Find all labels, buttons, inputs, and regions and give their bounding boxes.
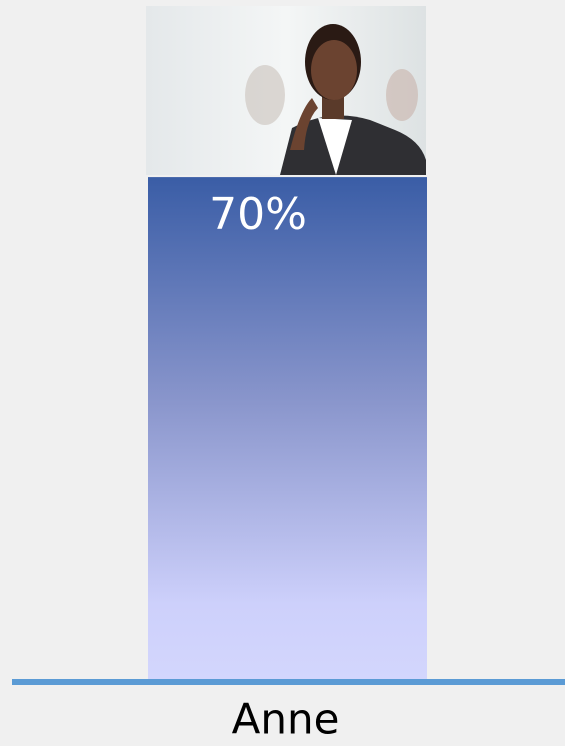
photo (146, 6, 426, 175)
value-label: 70% (209, 189, 307, 240)
chart: 70% Anne (0, 0, 565, 746)
category-label: Anne (232, 695, 340, 744)
bar (148, 177, 427, 679)
